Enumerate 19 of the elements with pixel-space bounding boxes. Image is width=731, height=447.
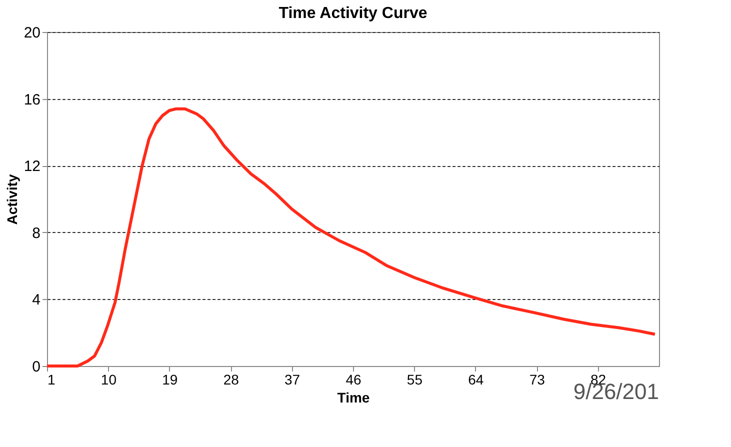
y-tick-label: 0 — [32, 358, 40, 376]
x-tick-label: 19 — [162, 372, 178, 388]
y-tick-label: 16 — [24, 91, 40, 108]
x-tick-label: 1 — [48, 372, 56, 388]
x-tick-label: 64 — [468, 372, 484, 388]
x-tick-label: 28 — [223, 372, 240, 388]
y-tick-label: 12 — [24, 158, 40, 176]
x-tick-label: 10 — [100, 372, 117, 388]
x-tick-label: 46 — [346, 372, 362, 388]
y-axis-title: Activity — [4, 174, 20, 225]
y-tick-label: 20 — [24, 24, 40, 42]
x-tick-label: 37 — [284, 372, 300, 388]
chart-title: Time Activity Curve — [278, 5, 428, 22]
x-tick-label: 55 — [406, 372, 423, 388]
x-axis-title: Time — [337, 390, 370, 406]
y-tick-label: 8 — [32, 224, 40, 242]
y-tick-label: 4 — [32, 292, 40, 309]
line-series — [46, 107, 656, 368]
x-tick-label: 73 — [529, 372, 546, 388]
